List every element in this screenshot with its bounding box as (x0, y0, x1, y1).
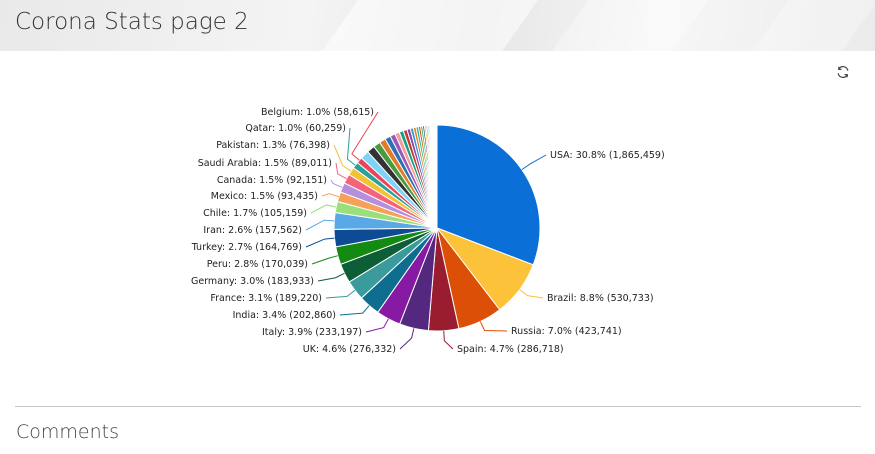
slice-usa[interactable] (436, 124, 541, 266)
leader-line-turkey (305, 237, 335, 248)
leader-line-usa (521, 154, 547, 171)
data-label-germany: Germany: 3.0% (183,933) (191, 276, 314, 287)
leader-line-chile (310, 204, 337, 214)
page-header: Corona Stats page 2 (0, 0, 875, 51)
leader-line-peru (311, 255, 338, 265)
data-label-spain: Spain: 4.7% (286,718) (457, 344, 564, 355)
data-label-belgium: Belgium: 1.0% (58,615) (261, 107, 374, 118)
data-label-brazil: Brazil: 8.8% (530,733) (547, 293, 654, 304)
data-label-mexico: Mexico: 1.5% (93,435) (211, 191, 318, 202)
page-title: Corona Stats page 2 (15, 9, 249, 35)
data-label-canada: Canada: 1.5% (92,151) (217, 175, 327, 186)
leader-line-iran (305, 219, 335, 231)
data-label-india: India: 3.4% (202,860) (233, 310, 336, 321)
data-label-uk: UK: 4.6% (276,332) (303, 344, 396, 355)
leader-line-spain (443, 330, 454, 350)
leader-line-uk (399, 328, 415, 350)
section-divider (15, 406, 861, 407)
leader-line-qatar (346, 127, 356, 166)
data-label-usa: USA: 30.8% (1,865,459) (550, 150, 665, 161)
refresh-button[interactable] (833, 62, 853, 82)
leader-line-france (325, 289, 356, 299)
data-label-saudi-arabia: Saudi Arabia: 1.5% (89,011) (198, 158, 332, 169)
leader-line-canada (330, 179, 343, 188)
leader-line-belgium (351, 111, 379, 161)
comments-title: Comments (16, 421, 119, 443)
leader-line-russia (479, 321, 508, 332)
leader-line-saudi-arabia (335, 162, 347, 180)
data-label-russia: Russia: 7.0% (423,741) (511, 326, 622, 337)
data-label-peru: Peru: 2.8% (170,039) (207, 259, 308, 270)
leader-line-india (339, 305, 370, 316)
leader-line-italy (365, 318, 389, 333)
data-label-chile: Chile: 1.7% (105,159) (203, 208, 307, 219)
leader-line-pakistan (333, 144, 352, 172)
refresh-icon (837, 66, 849, 78)
leader-line-germany (317, 272, 345, 282)
leader-line-mexico (321, 193, 340, 198)
data-label-france: France: 3.1% (189,220) (210, 293, 322, 304)
leader-line-brazil (519, 289, 544, 299)
data-label-iran: Iran: 2.6% (157,562) (203, 225, 302, 236)
data-label-italy: Italy: 3.9% (233,197) (262, 327, 362, 338)
data-label-pakistan: Pakistan: 1.3% (76,398) (216, 140, 330, 151)
data-label-qatar: Qatar: 1.0% (60,259) (245, 123, 346, 134)
data-label-turkey: Turkey: 2.7% (164,769) (191, 242, 302, 253)
